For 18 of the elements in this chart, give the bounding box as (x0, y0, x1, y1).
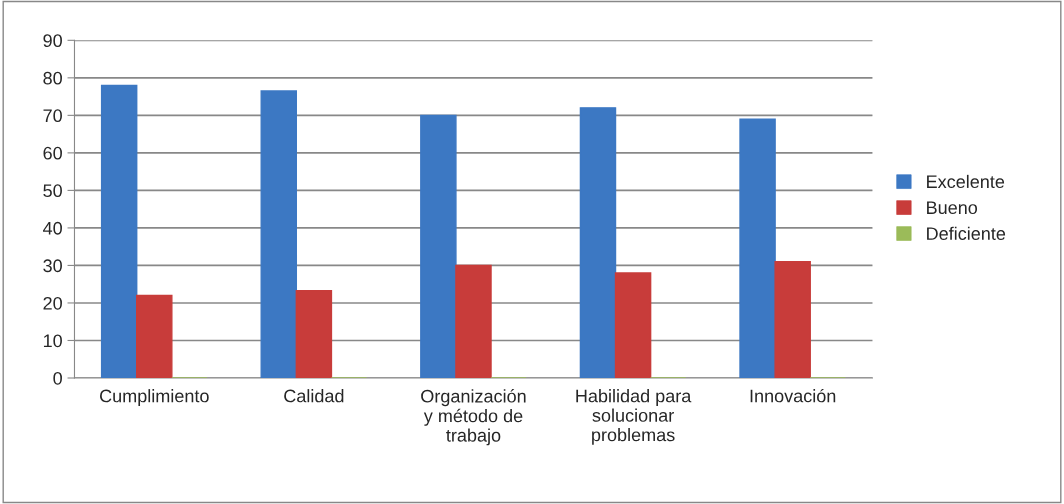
y-tick-label: 70 (43, 109, 62, 123)
y-tick-label: 0 (53, 371, 62, 385)
y-tick-label: 10 (43, 334, 62, 348)
legend-label: Bueno (927, 201, 978, 215)
y-tick-label: 40 (43, 221, 62, 235)
x-tick-label: Innovación (750, 388, 836, 403)
x-tick-label: Habilidad para solucionar problemas (576, 389, 692, 445)
x-tick-label: Calidad (284, 389, 344, 403)
y-tick-label: 50 (43, 184, 62, 198)
x-tick-label: Cumplimiento (100, 389, 209, 406)
x-tick-label: Organización y método de trabajo (421, 389, 526, 446)
y-tick-label: 30 (43, 259, 62, 273)
y-tick-label: 60 (43, 146, 62, 160)
y-tick-label: 20 (43, 296, 62, 310)
y-tick-label: 80 (43, 71, 62, 85)
legend-label: Deficiente (927, 226, 1006, 241)
y-tick-label: 90 (43, 34, 62, 48)
legend-label: Excelente (927, 174, 1005, 189)
